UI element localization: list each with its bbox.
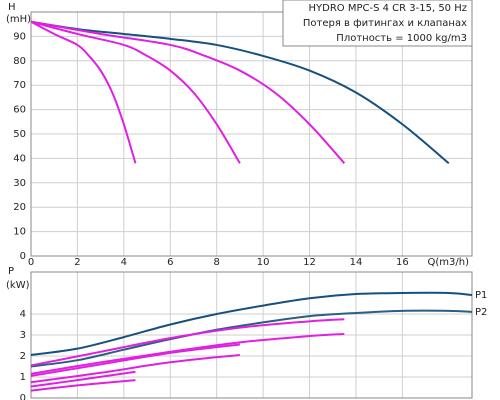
y-tick-label: 50	[13, 129, 26, 140]
curve	[30, 291, 473, 356]
curve	[30, 309, 473, 368]
annotation: Плотность = 1000 kg/m3	[336, 33, 467, 44]
curve	[30, 343, 241, 377]
y-tick-label: 60	[13, 105, 26, 116]
x-tick-label: 10	[257, 257, 270, 268]
plot-frame	[30, 11, 473, 257]
legend-label: P1	[475, 290, 487, 301]
annotation: HYDRO MPC-S 4 CR 3-15, 50 Hz	[309, 3, 467, 14]
y-tick-label: 3	[20, 330, 26, 341]
y-tick-label: 30	[13, 178, 26, 189]
curve	[30, 353, 240, 384]
curve	[30, 370, 136, 388]
x-tick-label: 4	[121, 257, 127, 268]
x-tick-label: 12	[303, 257, 316, 268]
annotation-box	[282, 0, 473, 47]
curve	[30, 332, 345, 375]
annotation: Потеря в фитингах и клапанах	[303, 18, 467, 29]
y-tick-label: 70	[13, 80, 26, 91]
y-tick-label: 90	[13, 31, 26, 42]
curve	[30, 20, 450, 165]
x-tick-label: 16	[396, 257, 409, 268]
x-tick-label: 8	[213, 257, 219, 268]
x-axis-label: Q(m3/h)	[428, 257, 470, 268]
x-tick-label: 14	[350, 257, 363, 268]
x-tick-label: 6	[167, 257, 173, 268]
y-tick-label: 0	[20, 251, 26, 262]
x-tick-label: 0	[28, 257, 34, 268]
y-axis-label: P	[8, 266, 14, 277]
y-tick-label: 10	[13, 227, 26, 238]
plot-frame	[30, 271, 473, 399]
y-tick-label: 2	[20, 351, 26, 362]
curve	[30, 20, 241, 164]
y-tick-label: 80	[13, 56, 26, 67]
y-axis-unit: (mH)	[6, 14, 31, 25]
y-tick-label: 40	[13, 153, 26, 164]
y-tick-label: 0	[20, 393, 26, 400]
curve	[30, 379, 136, 392]
x-tick-label: 2	[74, 257, 80, 268]
y-tick-label: 20	[13, 202, 26, 213]
curve	[30, 20, 137, 164]
y-axis-unit: (kW)	[6, 280, 30, 291]
y-tick-label: 4	[20, 309, 26, 320]
y-axis-label: H	[8, 2, 16, 13]
curve	[30, 20, 346, 164]
y-tick-label: 1	[20, 372, 26, 383]
curve	[30, 318, 345, 367]
legend-label: P2	[475, 307, 487, 318]
